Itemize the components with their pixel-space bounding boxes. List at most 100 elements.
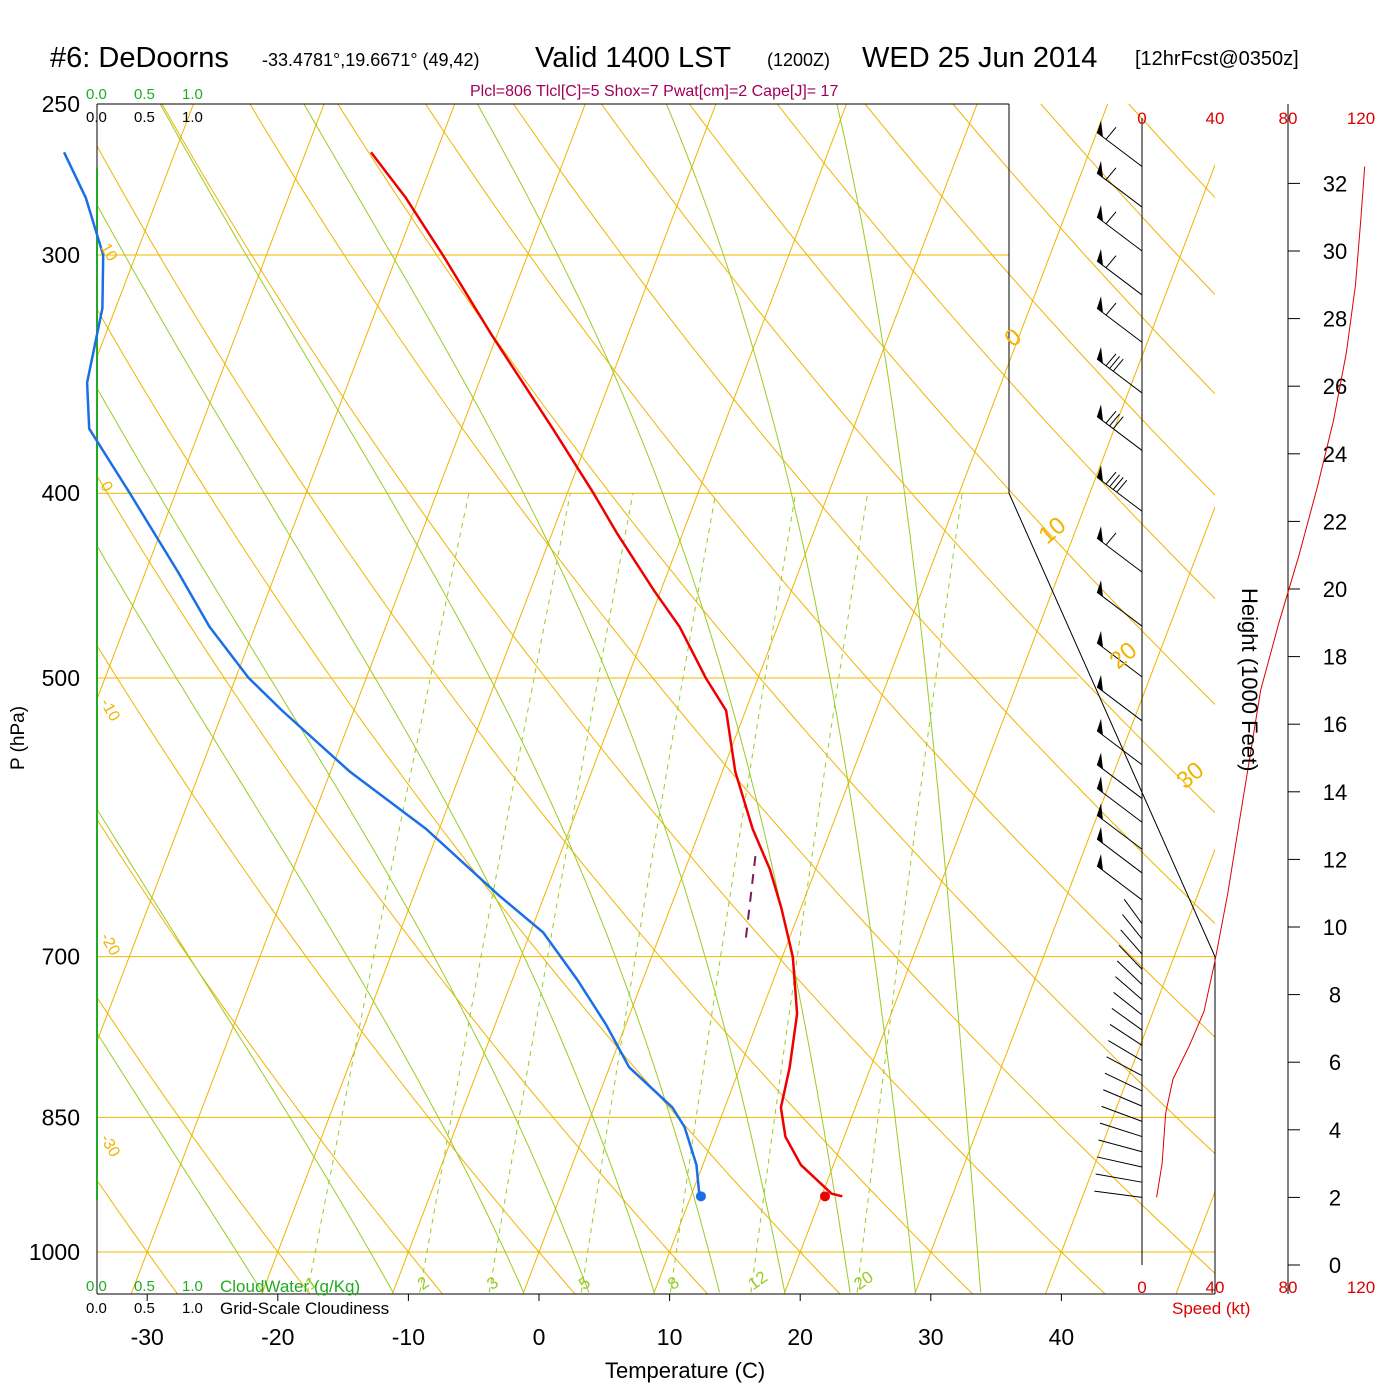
speed-tick-label: 0	[1137, 1278, 1146, 1297]
isotherm-label: -10	[97, 696, 123, 725]
barb-staff	[1096, 642, 1143, 678]
moist-adiabat	[836, 104, 982, 1293]
scale-tick: 0.5	[134, 109, 155, 126]
speed-tick-label: 40	[1206, 1278, 1225, 1297]
dry-adiabat	[864, 104, 1215, 496]
wind-barb	[1096, 120, 1143, 167]
barb-staff	[1096, 730, 1143, 766]
mixing-ratio-line	[488, 493, 634, 1293]
barb-staff	[1096, 838, 1143, 874]
height-tick-label: 24	[1323, 442, 1347, 467]
scale-tick: 1.0	[182, 1300, 203, 1317]
barb-feather	[1105, 353, 1117, 367]
mixing-ratio-label: 20	[850, 1267, 876, 1293]
wind-barb	[1096, 853, 1143, 901]
wind-barb-low	[1109, 1023, 1143, 1046]
x-tick-label: 20	[787, 1324, 813, 1350]
height-tick-label: 26	[1323, 374, 1347, 399]
cloudwater-label: CloudWater (g/Kg)	[220, 1277, 361, 1296]
barb-feather	[1109, 474, 1120, 488]
height-tick-label: 12	[1323, 847, 1347, 872]
cloudwater-scale-top: 0.0 0.5 1.0	[86, 86, 230, 103]
isotherm-line	[653, 104, 1109, 1294]
isotherm-line	[97, 104, 195, 359]
zulu-time: (1200Z)	[767, 50, 831, 70]
x-tick-label: -30	[131, 1324, 164, 1350]
wind-barb	[1096, 404, 1143, 451]
scale-tick: 0.0	[86, 1278, 107, 1295]
parcel-line	[744, 855, 757, 945]
dry-adiabat	[97, 644, 576, 1294]
dry-adiabat	[97, 145, 974, 1294]
height-tick-label: 16	[1323, 712, 1347, 737]
barb-flag	[1097, 404, 1103, 421]
barb-flag	[1097, 776, 1103, 793]
wind-barb	[1096, 803, 1143, 850]
dry-adiabat	[600, 104, 1215, 814]
dry-adiabat	[425, 104, 1215, 1038]
height-tick-label: 18	[1323, 645, 1347, 670]
wind-barb	[1096, 752, 1143, 799]
y-tick-label: 700	[42, 944, 80, 970]
wind-barb	[1096, 718, 1143, 766]
barb-staff	[1096, 132, 1143, 167]
x-tick-label: 30	[918, 1324, 944, 1350]
wind-barb	[1096, 674, 1143, 722]
wind-barb-low	[1095, 1173, 1143, 1183]
cloudiness-scale-bottom: 0.0 0.5 1.0	[86, 1300, 230, 1317]
mixing-ratio-line	[307, 493, 470, 1293]
isotherm-line	[97, 104, 325, 701]
scale-tick: 1.0	[182, 109, 203, 126]
wind-barb-low	[1108, 1040, 1143, 1061]
isotherm-line	[391, 104, 848, 1294]
barb-feather	[1105, 302, 1117, 316]
barb-feather	[1105, 211, 1117, 225]
wind-barb-low	[1116, 960, 1143, 985]
moist-adiabat	[97, 808, 394, 1293]
dry-adiabat	[97, 1179, 179, 1294]
barb-flag	[1097, 826, 1103, 844]
wind-barb-low	[1094, 1190, 1143, 1198]
dry-adiabat	[97, 818, 444, 1294]
moist-adiabat	[476, 104, 851, 1293]
wind-barb	[1096, 346, 1143, 394]
barb-flag	[1097, 346, 1103, 364]
wind-barb	[1096, 296, 1143, 343]
barb-staff	[1096, 358, 1143, 394]
wind-barb	[1096, 630, 1143, 678]
speed-tick-label: 120	[1347, 109, 1375, 128]
height-tick-label: 8	[1329, 983, 1341, 1008]
wind-barb	[1096, 526, 1143, 573]
wind-barb-low	[1098, 1139, 1143, 1153]
height-tick-label: 30	[1323, 239, 1347, 264]
mixing-ratio-label: 8	[664, 1273, 683, 1294]
barb-flag	[1097, 853, 1103, 871]
height-tick-label: 14	[1323, 780, 1347, 805]
speed-tick-label: 120	[1347, 1278, 1375, 1297]
barb-staff	[1096, 686, 1143, 722]
isotherm-line	[914, 505, 1215, 1294]
y-tick-label: 250	[42, 91, 80, 117]
wind-barb	[1096, 205, 1143, 252]
mixing-ratio-line	[856, 493, 963, 1293]
height-tick-label: 0	[1329, 1253, 1341, 1278]
isotherm-line	[97, 104, 456, 1043]
scale-tick: 1.0	[182, 1278, 203, 1295]
dry-adiabat	[97, 996, 311, 1294]
barb-flag	[1097, 580, 1103, 597]
barb-staff	[1096, 416, 1143, 451]
wind-barb-low	[1120, 929, 1143, 955]
barb-feather	[1116, 479, 1128, 493]
barb-flag	[1097, 161, 1103, 178]
x-tick-label: 40	[1049, 1324, 1075, 1350]
dry-adiabat	[512, 104, 1215, 925]
station-name: #6: DeDoorns	[50, 42, 229, 74]
speed-axis-label: Speed (kt)	[1172, 1299, 1251, 1318]
barb-staff	[1096, 865, 1143, 901]
barb-feather	[1105, 410, 1117, 424]
wind-barb-low	[1123, 898, 1143, 924]
moist-adiabat	[303, 104, 786, 1293]
height-tick-label: 2	[1329, 1185, 1341, 1210]
barb-staff	[1096, 787, 1143, 823]
